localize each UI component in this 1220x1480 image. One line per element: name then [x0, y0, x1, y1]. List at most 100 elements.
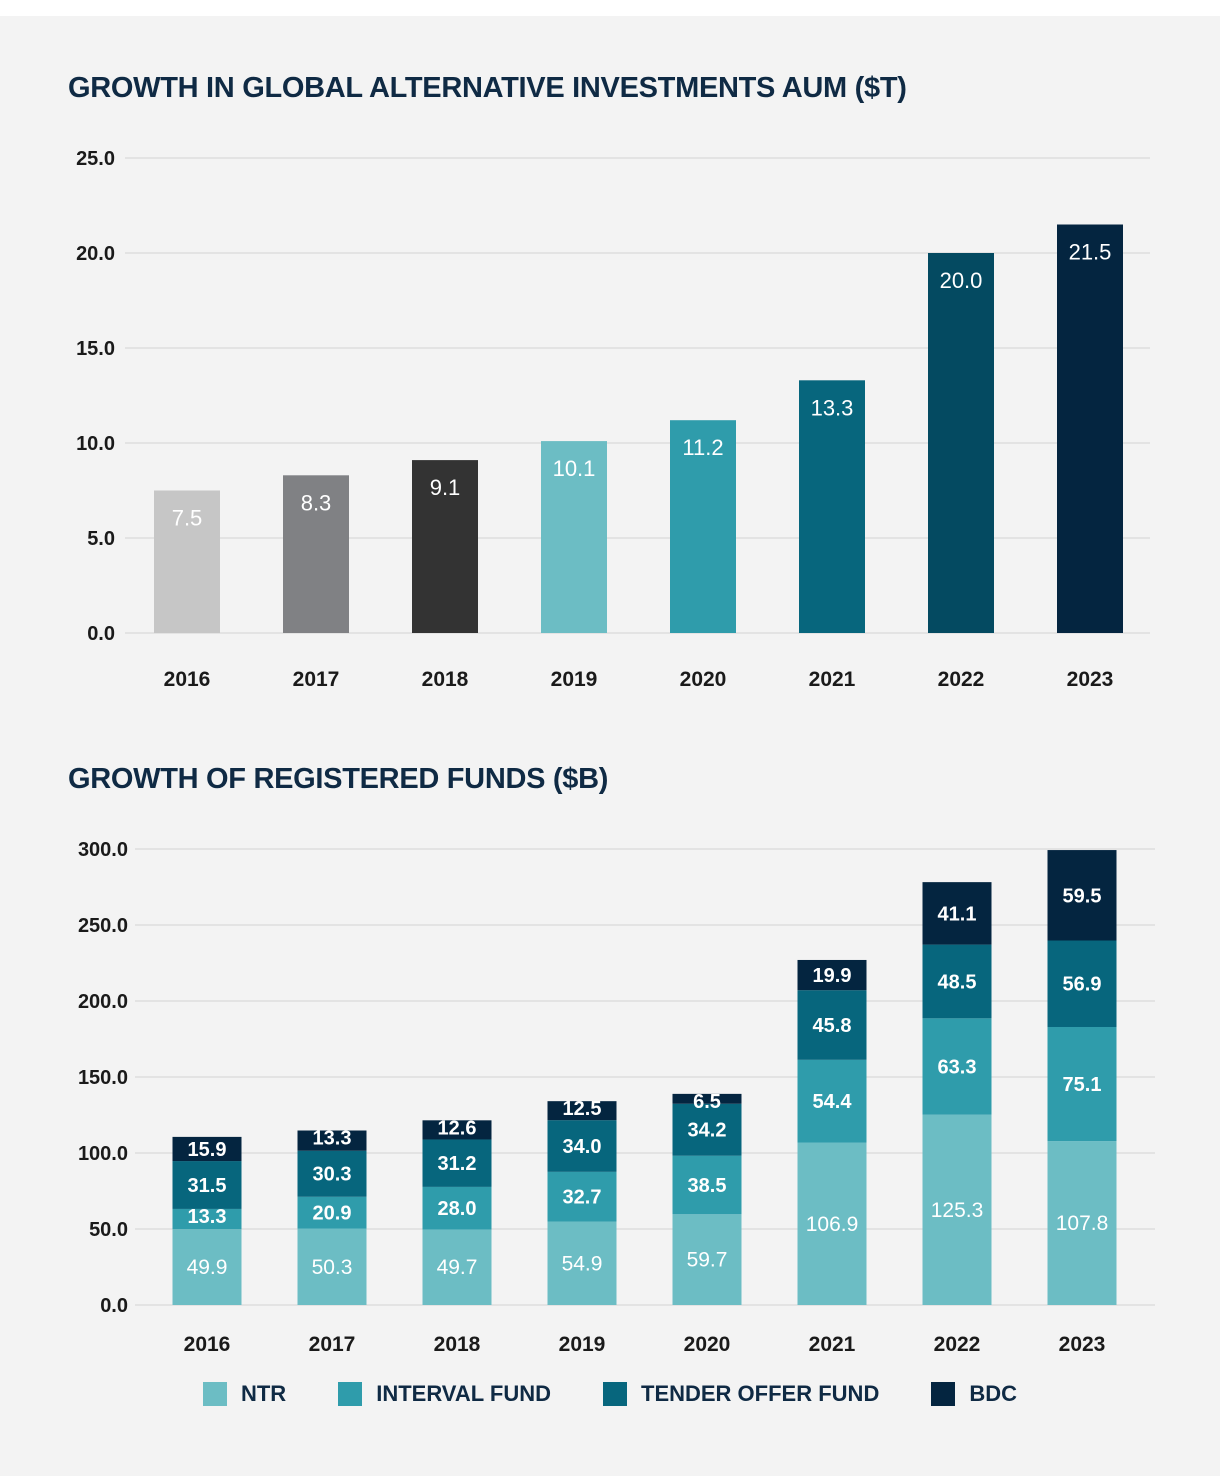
chart-title-registered-funds: GROWTH OF REGISTERED FUNDS ($B)	[68, 763, 609, 795]
x-tick-label: 2019	[559, 1333, 606, 1356]
bar-segment-interval-fund	[297, 1196, 367, 1229]
segment-value-label: 48.5	[938, 971, 977, 993]
registered-funds-stacked-chart: 0.0 50.0 100.0 150.0 200.0 250.0 300.0 49.9 13.3…	[78, 839, 1155, 1356]
x-tick-label: 2023	[1067, 668, 1114, 691]
bar-segment-ntr	[172, 1229, 242, 1305]
segment-value-label: 49.7	[437, 1256, 478, 1279]
segment-value-label: 20.9	[313, 1203, 352, 1225]
x-tick-label: 2023	[1059, 1333, 1106, 1356]
legend-swatch	[603, 1382, 627, 1406]
segment-value-label: 107.8	[1056, 1212, 1109, 1235]
segment-value-label: 12.6	[438, 1117, 477, 1139]
chart-title-aum: GROWTH IN GLOBAL ALTERNATIVE INVESTMENTS…	[68, 72, 907, 104]
bar-segment-ntr	[547, 1221, 617, 1305]
bar-segment-interval-fund	[797, 1059, 867, 1143]
y-tick-label: 0.0	[87, 623, 115, 645]
x-tick-label: 2022	[934, 1333, 981, 1356]
segment-value-label: 106.9	[806, 1213, 859, 1236]
segment-value-label: 13.3	[188, 1206, 227, 1228]
bar-value-label: 10.1	[553, 456, 596, 481]
y-tick-label: 5.0	[87, 528, 115, 550]
legend-item-tender-offer-fund: TENDER OFFER FUND	[603, 1381, 879, 1407]
y-tick-label: 25.0	[76, 148, 115, 170]
bar-segment-bdc	[172, 1136, 242, 1162]
y-tick-label: 150.0	[78, 1067, 128, 1089]
y-tick-label: 100.0	[78, 1143, 128, 1165]
x-tick-label: 2016	[184, 1333, 231, 1356]
segment-value-label: 34.0	[563, 1136, 602, 1158]
segment-value-label: 6.5	[693, 1091, 721, 1113]
bar-segment-tender-offer-fund	[672, 1103, 742, 1156]
bar-segment-bdc	[797, 959, 867, 991]
segment-value-label: 13.3	[313, 1128, 352, 1150]
bar-segment-bdc	[547, 1101, 617, 1121]
bar-2017	[283, 475, 349, 633]
bar-segment-bdc	[422, 1120, 492, 1140]
bar-segment-tender-offer-fund	[172, 1161, 242, 1209]
bar-2016	[154, 490, 220, 633]
legend-label: INTERVAL FUND	[376, 1381, 551, 1406]
aum-bar-chart: 0.0 5.0 10.0 15.0 20.0 25.0 7.5 2016 8.3 2017 9.1 2…	[76, 148, 1150, 691]
x-tick-label: 2017	[309, 1333, 356, 1356]
bar-2021	[799, 380, 865, 633]
x-tick-label: 2018	[422, 668, 469, 691]
x-tick-label: 2022	[938, 668, 985, 691]
bar-segment-tender-offer-fund	[547, 1120, 617, 1172]
legend-item-ntr: NTR	[202, 1381, 287, 1407]
legend-label: NTR	[240, 1381, 287, 1406]
bar-2019	[541, 441, 607, 633]
bar-segment-interval-fund	[422, 1186, 492, 1230]
legend-item-interval-fund: INTERVAL FUND	[338, 1381, 551, 1407]
bar-segment-tender-offer-fund	[922, 944, 992, 1019]
bar-segment-tender-offer-fund	[422, 1139, 492, 1187]
segment-value-label: 31.5	[188, 1175, 227, 1197]
y-tick-label: 0.0	[100, 1295, 128, 1317]
bar-value-label: 8.3	[301, 490, 332, 515]
bar-value-label: 9.1	[430, 475, 461, 500]
x-tick-label: 2020	[684, 1333, 731, 1356]
bar-value-label: 11.2	[682, 435, 723, 460]
segment-value-label: 45.8	[813, 1015, 852, 1037]
segment-value-label: 75.1	[1063, 1074, 1102, 1096]
bar-2022	[928, 253, 994, 633]
bar-segment-bdc	[297, 1130, 367, 1151]
x-tick-label: 2020	[680, 668, 727, 691]
bar-segment-ntr	[1047, 1141, 1117, 1305]
segment-value-label: 31.2	[438, 1153, 477, 1175]
segment-value-label: 125.3	[931, 1199, 984, 1222]
segment-value-label: 19.9	[813, 965, 852, 987]
bar-segment-tender-offer-fund	[1047, 940, 1117, 1027]
bar-segment-ntr	[297, 1228, 367, 1305]
bar-segment-interval-fund	[1047, 1026, 1117, 1142]
bar-segment-bdc	[672, 1093, 742, 1104]
bar-segment-bdc	[1047, 850, 1117, 941]
legend-swatch	[931, 1382, 956, 1406]
legend-item-bdc: BDC	[931, 1381, 1017, 1407]
bar-segment-ntr	[422, 1229, 492, 1305]
segment-value-label: 41.1	[938, 903, 977, 925]
bar-value-label: 21.5	[1069, 240, 1112, 265]
y-tick-label: 200.0	[78, 991, 128, 1013]
y-tick-label: 20.0	[76, 243, 115, 265]
y-tick-label: 50.0	[89, 1219, 128, 1241]
segment-value-label: 15.9	[188, 1139, 227, 1161]
bar-segment-interval-fund	[547, 1171, 617, 1222]
bar-value-label: 7.5	[172, 506, 203, 531]
bar-value-label: 20.0	[940, 268, 983, 293]
segment-value-label: 38.5	[688, 1175, 727, 1197]
y-tick-label: 250.0	[78, 915, 128, 937]
legend-swatch	[338, 1382, 363, 1406]
segment-value-label: 56.9	[1063, 974, 1102, 996]
bar-segment-bdc	[922, 882, 992, 945]
y-tick-label: 300.0	[78, 839, 128, 861]
bar-segment-tender-offer-fund	[297, 1150, 367, 1197]
bar-2020	[670, 420, 736, 633]
legend-label: TENDER OFFER FUND	[641, 1381, 880, 1406]
bar-2018	[412, 460, 478, 633]
segment-value-label: 30.3	[313, 1164, 352, 1186]
legend-swatch	[202, 1382, 227, 1406]
bar-segment-tender-offer-fund	[797, 990, 867, 1060]
segment-value-label: 34.2	[688, 1120, 727, 1142]
x-tick-label: 2018	[434, 1333, 481, 1356]
x-tick-label: 2016	[164, 668, 211, 691]
